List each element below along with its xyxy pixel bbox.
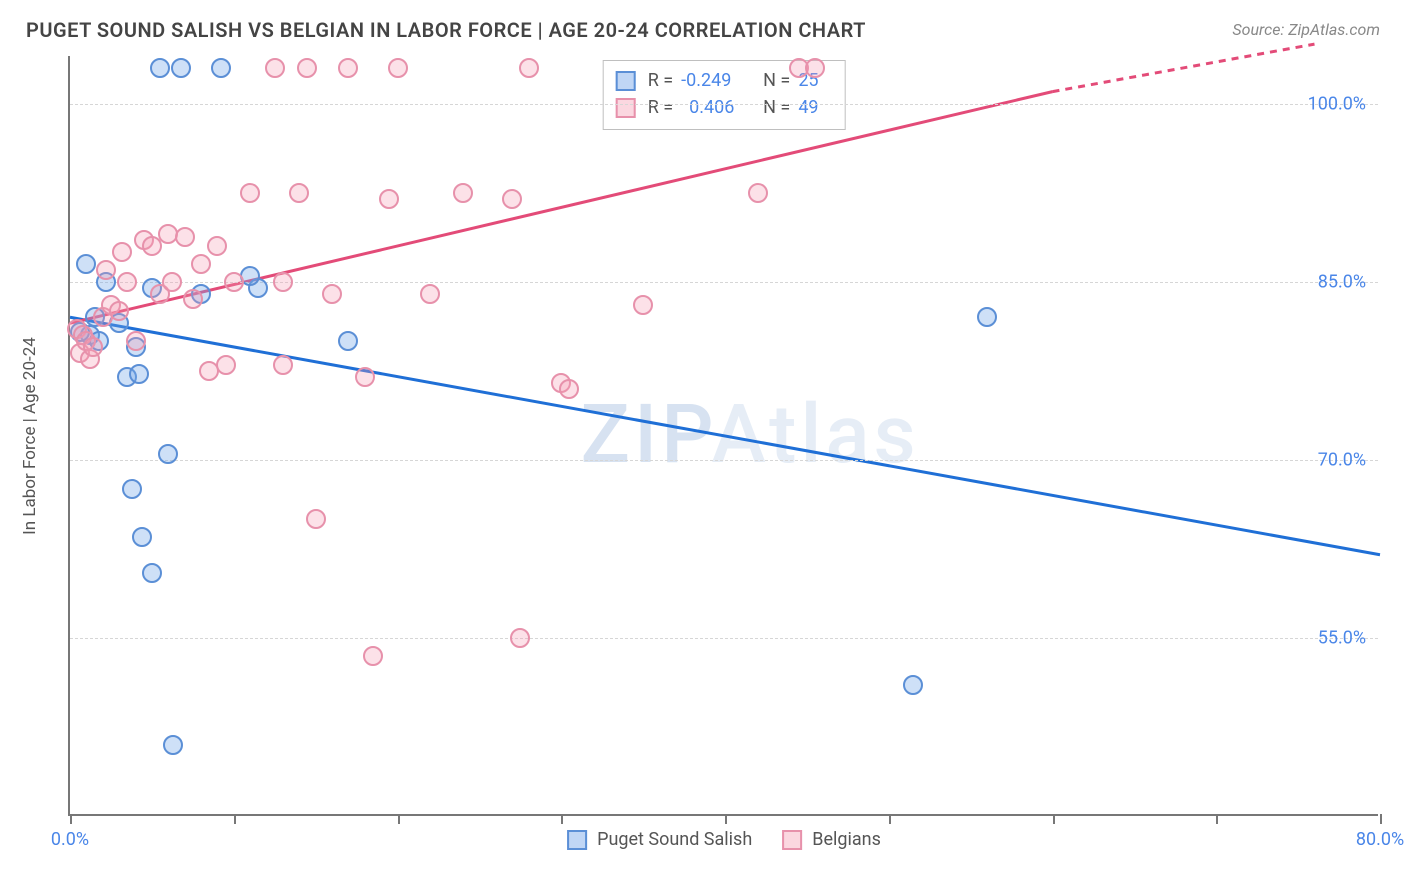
data-point bbox=[132, 527, 152, 547]
data-point bbox=[805, 58, 825, 78]
gridline bbox=[70, 104, 1378, 105]
x-tick bbox=[70, 814, 72, 824]
data-point bbox=[142, 563, 162, 583]
x-tick bbox=[1380, 814, 1382, 824]
y-tick-label: 100.0% bbox=[1308, 93, 1366, 114]
y-tick-label: 55.0% bbox=[1318, 627, 1366, 648]
data-point bbox=[510, 628, 530, 648]
n-label: N = bbox=[763, 67, 790, 94]
r-label: R = bbox=[648, 67, 673, 94]
legend-item-b: Belgians bbox=[782, 829, 881, 850]
swatch-series-a bbox=[616, 71, 636, 91]
data-point bbox=[240, 183, 260, 203]
data-point bbox=[183, 289, 203, 309]
x-tick bbox=[1053, 814, 1055, 824]
gridline bbox=[70, 460, 1378, 461]
data-point bbox=[96, 260, 116, 280]
data-point bbox=[122, 479, 142, 499]
data-point bbox=[977, 307, 997, 327]
data-point bbox=[363, 646, 383, 666]
data-point bbox=[420, 284, 440, 304]
data-point bbox=[158, 444, 178, 464]
data-point bbox=[83, 337, 103, 357]
stats-row-series-b: R = 0.406 N = 49 bbox=[616, 94, 829, 121]
data-point bbox=[559, 379, 579, 399]
data-point bbox=[338, 331, 358, 351]
data-point bbox=[150, 58, 170, 78]
data-point bbox=[388, 58, 408, 78]
x-tick bbox=[889, 814, 891, 824]
x-tick-label: 80.0% bbox=[1356, 829, 1404, 850]
legend-item-a: Puget Sound Salish bbox=[567, 829, 752, 850]
correlation-chart: In Labor Force | Age 20-24 ZIPAtlas R = … bbox=[38, 56, 1378, 846]
data-point bbox=[355, 367, 375, 387]
data-point bbox=[273, 355, 293, 375]
x-tick bbox=[561, 814, 563, 824]
data-point bbox=[126, 331, 146, 351]
y-tick-label: 70.0% bbox=[1318, 449, 1366, 470]
data-point bbox=[297, 58, 317, 78]
data-point bbox=[265, 58, 285, 78]
data-point bbox=[109, 301, 129, 321]
n-value-b: 49 bbox=[798, 94, 828, 121]
y-tick-label: 85.0% bbox=[1318, 271, 1366, 292]
data-point bbox=[129, 364, 149, 384]
data-point bbox=[162, 272, 182, 292]
data-point bbox=[211, 58, 231, 78]
x-tick bbox=[1216, 814, 1218, 824]
data-point bbox=[633, 295, 653, 315]
data-point bbox=[112, 242, 132, 262]
trend-line bbox=[70, 92, 1053, 324]
r-label: R = bbox=[648, 94, 673, 121]
r-value-b: 0.406 bbox=[681, 94, 751, 121]
data-point bbox=[76, 254, 96, 274]
data-point bbox=[379, 189, 399, 209]
data-point bbox=[502, 189, 522, 209]
data-point bbox=[216, 355, 236, 375]
data-point bbox=[273, 272, 293, 292]
data-point bbox=[289, 183, 309, 203]
data-point bbox=[224, 272, 244, 292]
n-label: N = bbox=[763, 94, 790, 121]
swatch-series-b bbox=[616, 98, 636, 118]
gridline bbox=[70, 638, 1378, 639]
data-point bbox=[191, 254, 211, 274]
data-point bbox=[453, 183, 473, 203]
x-tick bbox=[234, 814, 236, 824]
data-point bbox=[207, 236, 227, 256]
trend-lines bbox=[70, 56, 1378, 814]
swatch-series-b bbox=[782, 830, 802, 850]
x-tick bbox=[398, 814, 400, 824]
r-value-a: -0.249 bbox=[681, 67, 751, 94]
y-axis-title: In Labor Force | Age 20-24 bbox=[20, 337, 40, 535]
series-legend: Puget Sound Salish Belgians bbox=[567, 829, 881, 850]
x-tick bbox=[725, 814, 727, 824]
legend-label-b: Belgians bbox=[812, 829, 881, 850]
trend-line bbox=[70, 317, 1380, 555]
data-point bbox=[519, 58, 539, 78]
data-point bbox=[163, 735, 183, 755]
data-point bbox=[322, 284, 342, 304]
swatch-series-a bbox=[567, 830, 587, 850]
data-point bbox=[338, 58, 358, 78]
x-tick-label: 0.0% bbox=[51, 829, 89, 850]
data-point bbox=[748, 183, 768, 203]
data-point bbox=[306, 509, 326, 529]
chart-title: PUGET SOUND SALISH VS BELGIAN IN LABOR F… bbox=[26, 18, 866, 42]
data-point bbox=[117, 272, 137, 292]
source-attribution: Source: ZipAtlas.com bbox=[1232, 20, 1380, 39]
data-point bbox=[171, 58, 191, 78]
plot-area: ZIPAtlas R = -0.249 N = 25 R = 0.406 N =… bbox=[68, 56, 1378, 816]
data-point bbox=[903, 675, 923, 695]
legend-label-a: Puget Sound Salish bbox=[597, 829, 752, 850]
data-point bbox=[175, 227, 195, 247]
